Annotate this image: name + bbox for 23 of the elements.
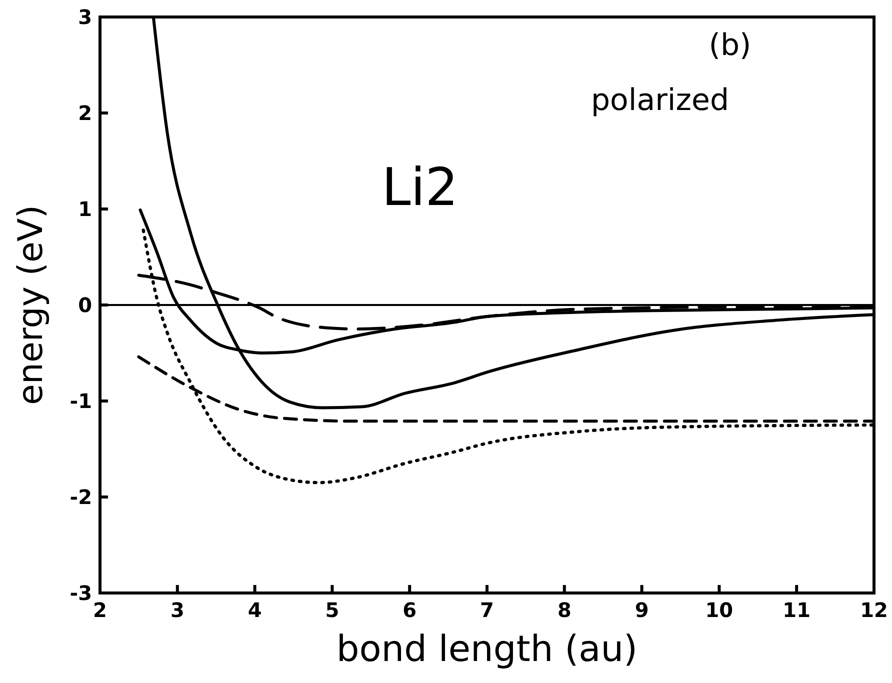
x-tick-label: 2 <box>93 598 107 622</box>
x-tick-label: 10 <box>705 598 734 622</box>
x-tick-label: 3 <box>170 598 184 622</box>
x-tick-label: 8 <box>557 598 572 622</box>
x-tick-label: 4 <box>248 598 262 622</box>
y-tick-label: -2 <box>70 485 92 509</box>
x-tick-label: 9 <box>634 598 649 622</box>
x-tick-label: 6 <box>402 598 417 622</box>
x-tick-label: 11 <box>782 598 811 622</box>
y-axis-title: energy (eV) <box>11 205 51 405</box>
x-axis-title: bond length (au) <box>336 629 638 670</box>
y-tick-label: -1 <box>70 389 92 413</box>
x-tick-label: 5 <box>325 598 340 622</box>
y-tick-label: -3 <box>70 581 92 605</box>
x-tick-label: 7 <box>480 598 494 622</box>
x-tick-label: 12 <box>860 598 888 622</box>
annotation: (b) <box>708 28 752 63</box>
annotation: Li2 <box>382 158 458 218</box>
y-tick-label: 0 <box>78 293 92 317</box>
y-tick-label: 2 <box>78 101 92 125</box>
y-tick-label: 3 <box>78 5 92 29</box>
y-tick-label: 1 <box>78 197 92 221</box>
annotation: polarized <box>590 83 730 118</box>
